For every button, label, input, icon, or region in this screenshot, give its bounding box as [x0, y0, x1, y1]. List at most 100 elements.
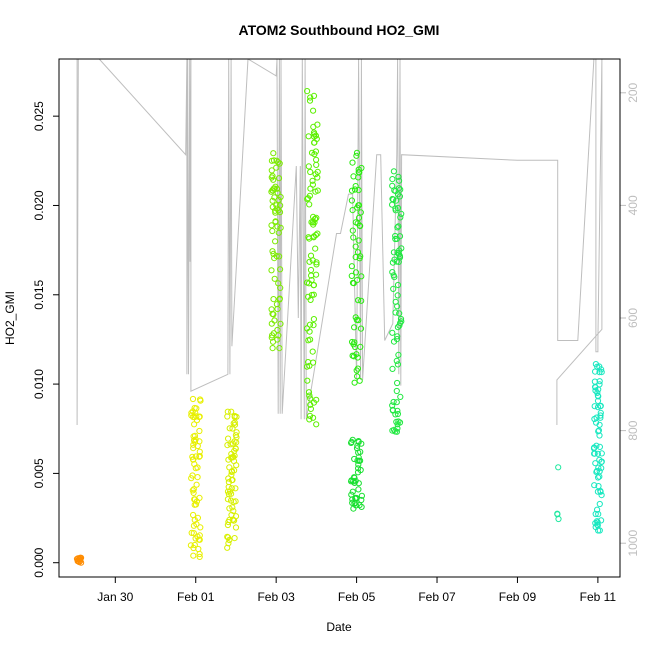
data-point: [395, 223, 402, 230]
data-point: [306, 258, 313, 265]
data-point: [596, 363, 603, 370]
data-point: [596, 421, 603, 428]
data-point: [307, 395, 314, 402]
data-point: [277, 266, 284, 273]
data-point: [231, 438, 238, 445]
data-point: [394, 379, 401, 387]
data-point: [196, 413, 203, 421]
data-point: [310, 414, 317, 421]
data-point: [354, 469, 362, 476]
data-point: [596, 500, 603, 508]
chart-title: ATOM2 Southbound HO2_GMI: [239, 22, 440, 38]
x-tick-label: Feb 07: [418, 590, 456, 604]
data-point: [308, 219, 315, 226]
data-point: [358, 496, 365, 504]
data-point: [597, 412, 604, 419]
data-point: [268, 306, 275, 313]
data-point: [313, 421, 320, 428]
data-point: [229, 504, 236, 511]
x-tick-label: Feb 05: [338, 590, 376, 604]
data-point: [393, 235, 400, 242]
data-point: [187, 542, 194, 549]
data-point: [269, 248, 276, 255]
data-point: [305, 359, 312, 366]
data-point: [196, 453, 203, 460]
data-point: [355, 214, 363, 221]
data-point: [309, 348, 316, 355]
data-point: [593, 467, 601, 475]
data-point: [193, 413, 200, 420]
data-point: [310, 107, 317, 114]
data-point: [349, 279, 357, 286]
data-point: [228, 471, 235, 478]
data-point: [268, 267, 275, 274]
data-point: [310, 92, 318, 100]
y-tick-label: 0.020: [32, 190, 46, 220]
data-point: [269, 227, 276, 235]
data-point: [76, 556, 83, 563]
data-point: [358, 297, 365, 304]
data-point: [306, 412, 314, 419]
data-point: [231, 419, 238, 426]
data-point: [305, 389, 313, 396]
data-point: [309, 257, 316, 264]
data-point: [190, 511, 197, 519]
data-point: [393, 418, 400, 425]
data-point: [196, 427, 203, 435]
data-point: [390, 398, 397, 406]
data-point: [395, 258, 402, 265]
data-point: [394, 281, 402, 289]
data-point: [398, 318, 405, 325]
data-point: [269, 338, 277, 345]
data-point: [355, 297, 362, 304]
data-point: [397, 315, 405, 323]
data-point: [306, 362, 313, 369]
data-point: [304, 88, 311, 95]
data-point: [393, 399, 400, 406]
x-tick-label: Feb 11: [580, 590, 617, 604]
data-point: [394, 324, 401, 331]
data-point: [276, 160, 283, 167]
data-point: [351, 339, 358, 346]
data-point: [349, 159, 356, 166]
data-point: [350, 478, 357, 485]
data-point: [355, 486, 362, 493]
data-point: [353, 445, 361, 452]
data-point: [392, 309, 399, 316]
data-point: [226, 536, 233, 544]
data-point: [594, 522, 601, 529]
axes-layer: Jan 30 Feb 01 Feb 03 Feb 05 Feb 07 Feb 09 Feb …: [32, 82, 640, 604]
data-point: [351, 379, 358, 386]
data-point: [390, 168, 397, 175]
x-axis-label: Date: [326, 620, 352, 634]
x-tick-label: Feb 09: [499, 590, 537, 604]
data-point: [189, 395, 197, 403]
data-point: [394, 303, 401, 310]
data-point: [597, 409, 604, 416]
data-point: [225, 475, 232, 482]
data-point: [190, 530, 197, 537]
data-point: [311, 151, 318, 158]
plot-frame: [58, 58, 621, 578]
data-point: [554, 510, 561, 517]
data-point: [274, 326, 281, 334]
data-point: [228, 450, 235, 458]
data-point: [188, 529, 195, 537]
data-point: [598, 450, 605, 457]
data-point: [351, 479, 358, 486]
data-point: [354, 442, 361, 449]
data-point: [274, 205, 281, 212]
data-point: [355, 439, 362, 446]
data-point: [312, 245, 319, 252]
data-point: [276, 345, 283, 352]
data-point: [596, 456, 603, 463]
data-point: [275, 332, 282, 339]
data-point: [350, 353, 357, 360]
data-point: [352, 183, 359, 190]
data-point: [354, 277, 361, 284]
data-point: [352, 495, 359, 502]
data-point: [595, 483, 602, 490]
altitude-trace: [75, 59, 603, 426]
data-point: [351, 186, 359, 193]
data-point: [349, 488, 356, 495]
